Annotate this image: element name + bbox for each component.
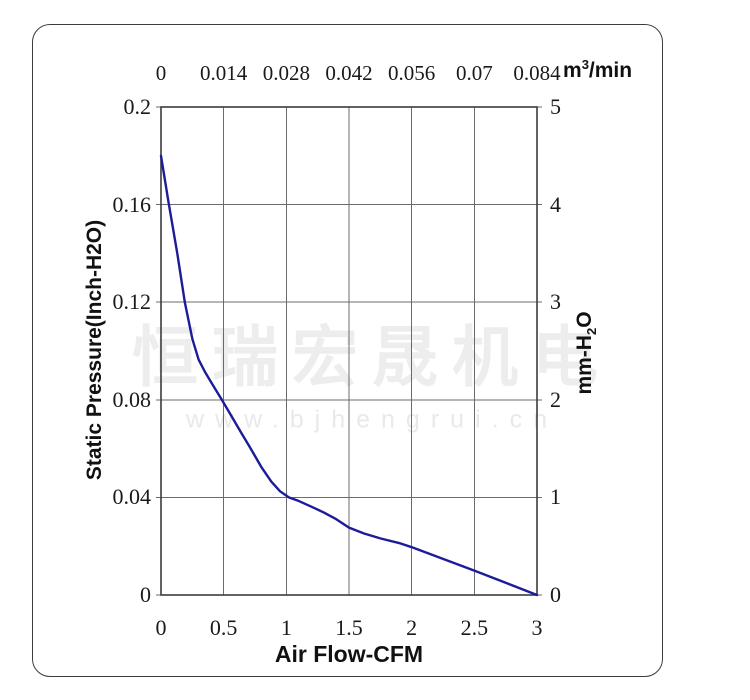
top-axis-unit-label: m3/min <box>563 57 632 83</box>
tick-label: 0 <box>155 615 167 640</box>
watermark-url-text: www.bjhengrui.cn <box>186 405 558 434</box>
tick-label: 0.07 <box>455 61 493 85</box>
tick-label: 0.08 <box>112 386 152 412</box>
tick-label: 1 <box>550 484 561 510</box>
tick-label: 1 <box>280 615 292 640</box>
tick-label: 0.5 <box>209 615 238 640</box>
tick-label: 0.056 <box>388 61 436 85</box>
right-unit-base: mm-H <box>572 335 596 395</box>
plot-border <box>160 106 538 596</box>
right-axis-title: mm-H2O <box>573 311 599 394</box>
tick-label: 0.04 <box>112 484 152 510</box>
tick-label: 0 <box>550 582 561 607</box>
bottom-axis-ticks: 0 0.5 1 1.5 2 2.5 3 <box>156 613 543 643</box>
right-unit-subscript: 2 <box>584 327 600 336</box>
top-unit-superscript: 3 <box>581 57 589 72</box>
tick-label: 0.028 <box>262 61 310 85</box>
tick-label: 2 <box>550 386 561 412</box>
tick-label: 0 <box>155 61 167 85</box>
tick-label: 0.2 <box>123 94 152 119</box>
tick-label: 0.084 <box>513 61 561 85</box>
right-unit-rest: O <box>572 311 596 328</box>
tick-label: 0.042 <box>325 61 373 85</box>
tick-label: 2.5 <box>460 615 489 640</box>
tick-label: 2 <box>406 615 418 640</box>
tick-label: 0.12 <box>112 289 152 315</box>
top-unit-rest: /min <box>588 59 633 82</box>
tick-label: 3 <box>531 615 543 640</box>
tick-label: 5 <box>550 94 561 119</box>
top-unit-base: m <box>563 59 582 82</box>
watermark-chinese-text: 恒瑞宏晟机电 <box>132 319 612 396</box>
plot-area <box>156 106 542 597</box>
tick-label: 1.5 <box>335 615 363 640</box>
bottom-axis-title: Air Flow-CFM <box>274 641 424 667</box>
tick-label: 3 <box>550 289 561 315</box>
tick-label: 0 <box>140 582 151 607</box>
tick-label: 4 <box>550 191 561 217</box>
top-axis-ticks: 0 0.014 0.028 0.042 0.056 0.07 0.084 <box>156 59 561 87</box>
left-axis-title: Static Pressure(Inch-H2O) <box>83 219 106 481</box>
chart-frame-border <box>32 24 663 677</box>
tick-label: 0.014 <box>200 61 248 85</box>
tick-label: 0.16 <box>112 191 152 217</box>
performance-curve <box>159 154 539 597</box>
